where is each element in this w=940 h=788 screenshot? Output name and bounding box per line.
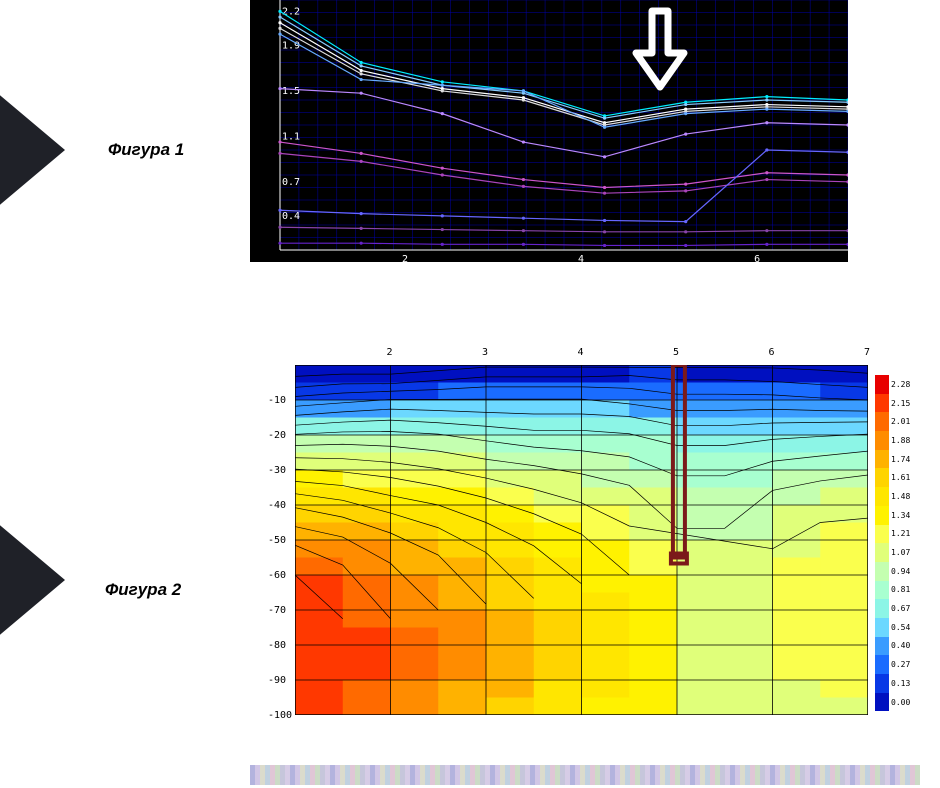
heatmap-xtick: 3 [482,347,488,358]
legend-item: 0.27 [875,655,920,674]
legend-item: 2.15 [875,394,920,413]
legend-item: 0.13 [875,674,920,693]
svg-text:2: 2 [402,254,408,262]
legend-item: 1.61 [875,468,920,487]
heatmap-xtick: 5 [673,347,679,358]
legend-item: 1.74 [875,450,920,469]
heatmap-ytick: -50 [268,535,286,546]
svg-text:1.5: 1.5 [282,86,300,97]
legend-item: 1.88 [875,431,920,450]
heatmap-ytick: -60 [268,570,286,581]
heatmap-xtick: 7 [864,347,870,358]
heatmap-ytick: -20 [268,430,286,441]
svg-text:4: 4 [578,254,584,262]
heatmap-ytick: -40 [268,500,286,511]
heatmap-ytick: -10 [268,395,286,406]
heatmap-ytick: -70 [268,605,286,616]
heatmap-ytick: -80 [268,640,286,651]
legend-item: 1.07 [875,543,920,562]
contour-heatmap: 2 3 4 5 6 7 -10 -20 -30 -40 -50 -60 -70 -80 -90 -100 2… [250,345,920,735]
legend-item: 1.48 [875,487,920,506]
legend-item: 1.34 [875,506,920,525]
svg-text:0.4: 0.4 [282,211,300,222]
heatmap-ytick: -100 [268,710,292,721]
svg-text:1.9: 1.9 [282,40,300,51]
legend-item: 0.94 [875,562,920,581]
figure-2-caption: Фигура 2 [105,580,181,600]
heatmap-xtick: 4 [578,347,584,358]
legend-item: 2.01 [875,412,920,431]
heatmap-legend: 2.282.152.011.881.741.611.481.341.211.07… [875,375,920,711]
figure-1-caption: Фигура 1 [108,140,184,160]
pointer-shape-2 [0,500,65,660]
heatmap-xtick: 6 [769,347,775,358]
svg-text:0.7: 0.7 [282,177,300,188]
svg-text:6: 6 [754,254,760,262]
svg-text:2.2: 2.2 [282,6,300,17]
legend-item: 0.67 [875,599,920,618]
down-arrow-marker [630,5,690,95]
legend-item: 0.40 [875,637,920,656]
heatmap-xtick: 2 [387,347,393,358]
svg-text:1.1: 1.1 [282,131,300,142]
legend-item: 0.81 [875,581,920,600]
legend-item: 2.28 [875,375,920,394]
legend-item: 0.00 [875,693,920,712]
heatmap-ytick: -30 [268,465,286,476]
heatmap-ytick: -90 [268,675,286,686]
pointer-shape-1 [0,70,65,230]
legend-item: 0.54 [875,618,920,637]
legend-item: 1.21 [875,525,920,544]
noise-strip [250,765,920,785]
line-chart: 2.2 1.9 1.5 1.1 0.7 0.4 2 4 6 [250,0,848,262]
